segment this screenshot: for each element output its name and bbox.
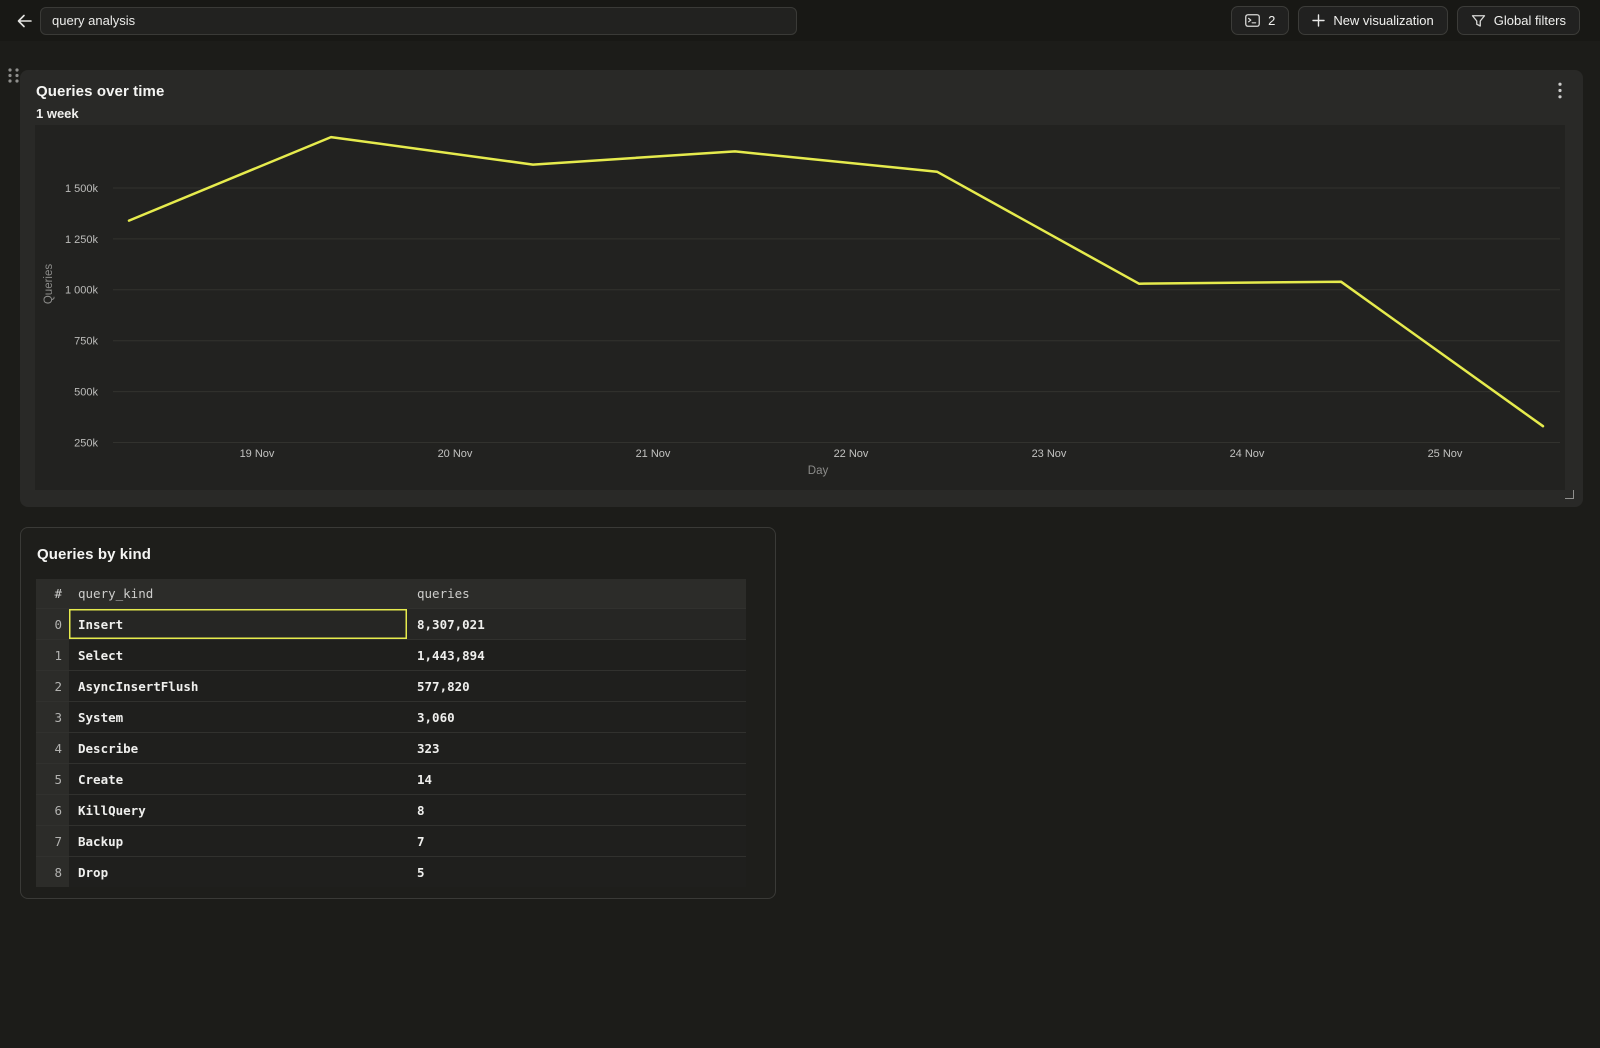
queries-line-chart: 250k 500k 750k 1 000k 1 250k 1 500k 19 Nov 20 N… bbox=[43, 135, 1560, 477]
x-axis-tick-label: 19 Nov bbox=[240, 448, 275, 460]
query-kind-cell[interactable]: Drop bbox=[69, 857, 407, 887]
table-row: 4 Describe 323 bbox=[36, 732, 746, 763]
y-axis-tick-label: 1 000k bbox=[65, 285, 99, 297]
table-body: 0 Insert 8,307,021 1 Select 1,443,894 2 … bbox=[36, 608, 746, 887]
y-axis-tick-label: 1 250k bbox=[65, 234, 99, 246]
top-bar: 2 New visualization Global filters bbox=[0, 0, 1600, 41]
x-axis-tick-label: 25 Nov bbox=[1428, 448, 1463, 460]
back-button[interactable] bbox=[10, 7, 38, 35]
table-row: 1 Select 1,443,894 bbox=[36, 639, 746, 670]
column-header-queries: queries bbox=[407, 579, 746, 608]
panel-resize-handle[interactable] bbox=[1565, 490, 1574, 499]
column-header-query-kind: query_kind bbox=[69, 579, 407, 608]
query-kind-cell[interactable]: Select bbox=[69, 640, 407, 670]
y-axis-tick-label: 750k bbox=[74, 336, 98, 348]
queries-value-cell[interactable]: 323 bbox=[407, 733, 746, 763]
row-index-cell: 7 bbox=[36, 826, 69, 856]
query-kind-cell[interactable]: Create bbox=[69, 764, 407, 794]
query-kind-cell[interactable]: KillQuery bbox=[69, 795, 407, 825]
table-row: 5 Create 14 bbox=[36, 763, 746, 794]
table-header-row: # query_kind queries bbox=[36, 579, 746, 608]
line-chart-plot[interactable]: 250k 500k 750k 1 000k 1 250k 1 500k 19 Nov 20 N… bbox=[35, 125, 1565, 490]
query-kind-cell[interactable]: AsyncInsertFlush bbox=[69, 671, 407, 701]
queries-value-cell[interactable]: 577,820 bbox=[407, 671, 746, 701]
grip-dots-icon bbox=[8, 68, 19, 83]
chart-panel-subtitle: 1 week bbox=[36, 106, 79, 121]
x-axis-tick-label: 22 Nov bbox=[834, 448, 869, 460]
queries-over-time-panel: Queries over time 1 week 250k 500k 750k 1 0… bbox=[20, 70, 1583, 507]
table-row: 3 System 3,060 bbox=[36, 701, 746, 732]
terminal-icon bbox=[1245, 14, 1260, 27]
global-filters-button[interactable]: Global filters bbox=[1456, 6, 1580, 35]
row-index-cell: 6 bbox=[36, 795, 69, 825]
query-kind-cell[interactable]: System bbox=[69, 702, 407, 732]
query-kind-cell[interactable]: Backup bbox=[69, 826, 407, 856]
queries-value-cell[interactable]: 3,060 bbox=[407, 702, 746, 732]
arrow-left-icon bbox=[17, 14, 32, 27]
y-axis-tick-label: 250k bbox=[74, 437, 98, 449]
chart-panel-title: Queries over time bbox=[36, 83, 165, 100]
x-axis-tick-label: 20 Nov bbox=[438, 448, 473, 460]
funnel-icon bbox=[1471, 14, 1485, 27]
console-count-button[interactable]: 2 bbox=[1231, 6, 1290, 35]
queries-value-cell[interactable]: 14 bbox=[407, 764, 746, 794]
column-header-index: # bbox=[36, 579, 69, 608]
table-row: 0 Insert 8,307,021 bbox=[36, 608, 746, 639]
queries-value-cell[interactable]: 8,307,021 bbox=[407, 609, 746, 639]
queries-series-line bbox=[127, 135, 1545, 428]
query-kind-cell[interactable]: Describe bbox=[69, 733, 407, 763]
queries-by-kind-panel: Queries by kind # query_kind queries 0 I… bbox=[20, 527, 776, 899]
queries-value-cell[interactable]: 5 bbox=[407, 857, 746, 887]
queries-value-cell[interactable]: 7 bbox=[407, 826, 746, 856]
new-visualization-button[interactable]: New visualization bbox=[1298, 6, 1448, 35]
dashboard-title-input[interactable] bbox=[40, 6, 797, 35]
kebab-menu-icon bbox=[1558, 82, 1562, 98]
row-index-cell: 1 bbox=[36, 640, 69, 670]
table-row: 7 Backup 7 bbox=[36, 825, 746, 856]
y-axis-tick-label: 500k bbox=[74, 386, 98, 398]
table-row: 6 KillQuery 8 bbox=[36, 794, 746, 825]
table-row: 2 AsyncInsertFlush 577,820 bbox=[36, 670, 746, 701]
y-axis-title: Queries bbox=[43, 264, 55, 305]
row-index-cell: 8 bbox=[36, 857, 69, 887]
panel-drag-handle[interactable] bbox=[6, 67, 21, 84]
x-axis-tick-label: 23 Nov bbox=[1032, 448, 1067, 460]
table-panel-title: Queries by kind bbox=[37, 546, 152, 563]
global-filters-label: Global filters bbox=[1493, 13, 1566, 28]
row-index-cell: 2 bbox=[36, 671, 69, 701]
new-visualization-label: New visualization bbox=[1333, 13, 1434, 28]
row-index-cell: 3 bbox=[36, 702, 69, 732]
y-axis-tick-label: 1 500k bbox=[65, 183, 99, 195]
queries-table: # query_kind queries 0 Insert 8,307,021 … bbox=[36, 579, 746, 887]
x-axis-tick-label: 24 Nov bbox=[1230, 448, 1265, 460]
console-count: 2 bbox=[1268, 13, 1276, 28]
query-kind-cell[interactable]: Insert bbox=[69, 609, 407, 639]
row-index-cell: 4 bbox=[36, 733, 69, 763]
chart-panel-menu-button[interactable] bbox=[1551, 79, 1569, 101]
x-axis-tick-label: 21 Nov bbox=[636, 448, 671, 460]
table-row: 8 Drop 5 bbox=[36, 856, 746, 887]
queries-value-cell[interactable]: 1,443,894 bbox=[407, 640, 746, 670]
x-axis-title: Day bbox=[808, 465, 829, 477]
row-index-cell: 0 bbox=[36, 609, 69, 639]
plus-icon bbox=[1312, 14, 1326, 27]
queries-value-cell[interactable]: 8 bbox=[407, 795, 746, 825]
row-index-cell: 5 bbox=[36, 764, 69, 794]
